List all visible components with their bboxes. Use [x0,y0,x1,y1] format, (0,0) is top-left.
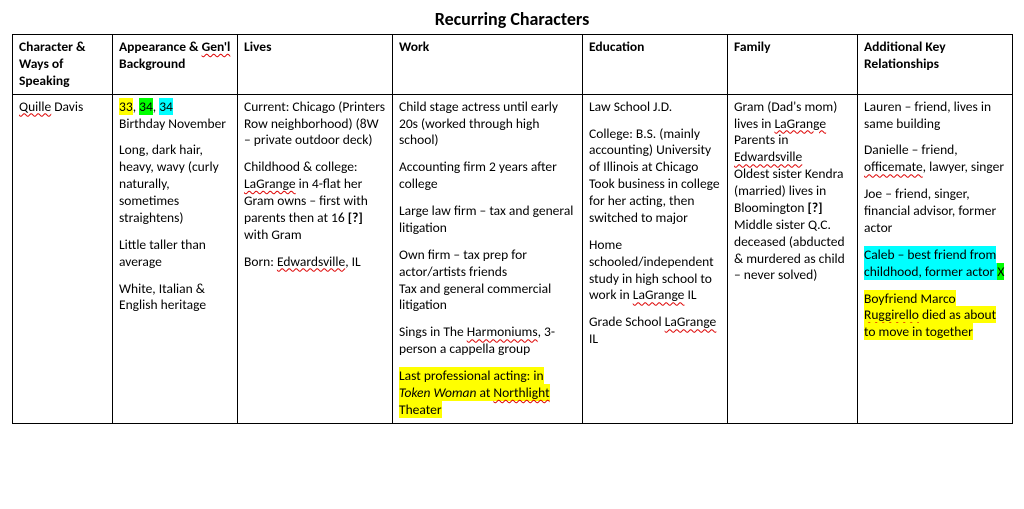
rel-p1: Lauren – friend, lives in same building [864,99,1006,133]
lives-born-lead: Born: [244,253,277,270]
appearance-hair: Long, dark hair, heavy, wavy (curly natu… [119,142,231,226]
appearance-age-line: 33, 34, 34 Birthday November [119,99,231,133]
appearance-heritage: White, Italian & English heritage [119,281,231,315]
squiggle-text: Gen'l [202,38,231,55]
work-last-acting-title: Token Woman [399,384,476,401]
lives-childhood-place: LaGrange [244,175,296,192]
cell-work: Child stage actress until early 20s (wor… [393,94,583,423]
age-34b: 34 [159,98,173,115]
work-p5-lead: Sings in The [399,323,467,340]
rel-p2-lead: Danielle – friend, [864,141,958,158]
col-appearance: Appearance & Gen'l Background [113,35,238,95]
birthday: Birthday November [119,115,226,132]
col-family: Family [728,35,858,95]
fam-p2-lead: Parents in [734,131,788,148]
rel-marco-hl: Boyfriend Marco Ruggirello died as about… [864,290,996,341]
edu-p3: Home schooled/independent study in high … [589,237,721,305]
character-last-name: Davis [51,98,83,115]
fam-p3-text: Oldest sister Kendra (married) lives in … [734,165,843,216]
character-first-name: Quille [19,98,51,115]
cell-character: Quille Davis [13,94,113,423]
rel-p2-squiggle: officemate [864,158,923,175]
fam-p3: Oldest sister Kendra (married) lives in … [734,166,851,217]
rel-p3: Joe – friend, singer, financial advisor,… [864,186,1006,237]
cell-relationships: Lauren – friend, lives in same building … [858,94,1013,423]
rel-p2-tail: , lawyer, singer [923,158,1004,175]
edu-p3-tail: IL [684,286,696,303]
work-p2: Accounting firm 2 years after college [399,159,576,193]
appearance-height: Little taller than average [119,237,231,271]
rel-caleb-text: Caleb – best friend from childhood, form… [864,246,997,280]
edu-p3-place: LaGrange [633,286,685,303]
fam-p1: Gram (Dad's mom) lives in LaGrange [734,99,851,133]
fam-p4: Middle sister Q.C. deceased (abducted & … [734,217,851,285]
lives-born: Born: Edwardsville, IL [244,254,386,271]
fam-p1-place: LaGrange [774,115,826,132]
edu-p4: Grade School LaGrange IL [589,314,721,348]
lives-childhood-lead: Childhood & college: [244,158,358,175]
work-last-acting-lead: Last professional acting: in [399,367,544,384]
edu-p4-lead: Grade School [589,313,665,330]
table-row: Quille Davis 33, 34, 34 Birthday Novembe… [13,94,1013,423]
work-p3: Large law firm – tax and general litigat… [399,203,576,237]
lives-current: Current: Chicago (Printers Row neighborh… [244,99,386,150]
col-lives: Lives [238,35,393,95]
edu-p2: College: B.S. (mainly accounting) Univer… [589,126,721,227]
lives-born-tail: , IL [345,253,361,270]
rel-p2: Danielle – friend, officemate, lawyer, s… [864,142,1006,176]
rel-marco: Boyfriend Marco Ruggirello died as about… [864,291,1006,342]
lives-childhood: Childhood & college: LaGrange in 4-flat … [244,159,386,243]
rel-caleb-x: X [997,263,1004,280]
work-last-acting-mid: at [476,384,493,401]
col-work: Work [393,35,583,95]
cell-lives: Current: Chicago (Printers Row neighborh… [238,94,393,423]
edu-p1: Law School J.D. [589,99,721,116]
rel-marco-surname: Ruggirello [864,306,919,323]
work-p4b: Tax and general commercial litigation [399,280,551,314]
lives-born-place: Edwardsville [277,253,345,270]
page-title: Recurring Characters [12,8,1012,30]
cell-family: Gram (Dad's mom) lives in LaGrange Paren… [728,94,858,423]
edu-p4-place: LaGrange [665,313,717,330]
work-last-acting-place: Northlight [493,384,549,401]
col-character: Character & Ways of Speaking [13,35,113,95]
work-last-acting: Last professional acting: in Token Woman… [399,368,576,419]
work-last-acting-hl: Last professional acting: in Token Woman… [399,367,550,418]
fam-p2: Parents in Edwardsville [734,132,851,166]
age-34a: 34 [139,98,153,115]
cell-education: Law School J.D. College: B.S. (mainly ac… [583,94,728,423]
table-header-row: Character & Ways of Speaking Appearance … [13,35,1013,95]
age-33: 33 [119,98,133,115]
edu-p4-tail: IL [589,330,598,347]
lives-childhood-tail: with Gram [244,226,302,243]
characters-table: Character & Ways of Speaking Appearance … [12,34,1013,424]
fam-p2-place: Edwardsville [734,148,802,165]
work-p1: Child stage actress until early 20s (wor… [399,99,576,150]
work-p5-squiggle: Harmoniums [467,323,538,340]
work-p4: Own firm – tax prep for actor/artists fr… [399,247,576,315]
rel-caleb: Caleb – best friend from childhood, form… [864,247,1006,281]
cell-appearance: 33, 34, 34 Birthday November Long, dark … [113,94,238,423]
fam-p3-q: [?] [807,199,822,216]
rel-marco-lead: Boyfriend Marco [864,290,956,307]
lives-childhood-q: [?] [348,209,363,226]
work-p5: Sings in The Harmoniums, 3-person a capp… [399,324,576,358]
work-last-acting-tail: Theater [399,401,442,418]
col-relationships: Additional Key Relationships [858,35,1013,95]
col-education: Education [583,35,728,95]
work-p4a: Own firm – tax prep for actor/artists fr… [399,246,527,280]
